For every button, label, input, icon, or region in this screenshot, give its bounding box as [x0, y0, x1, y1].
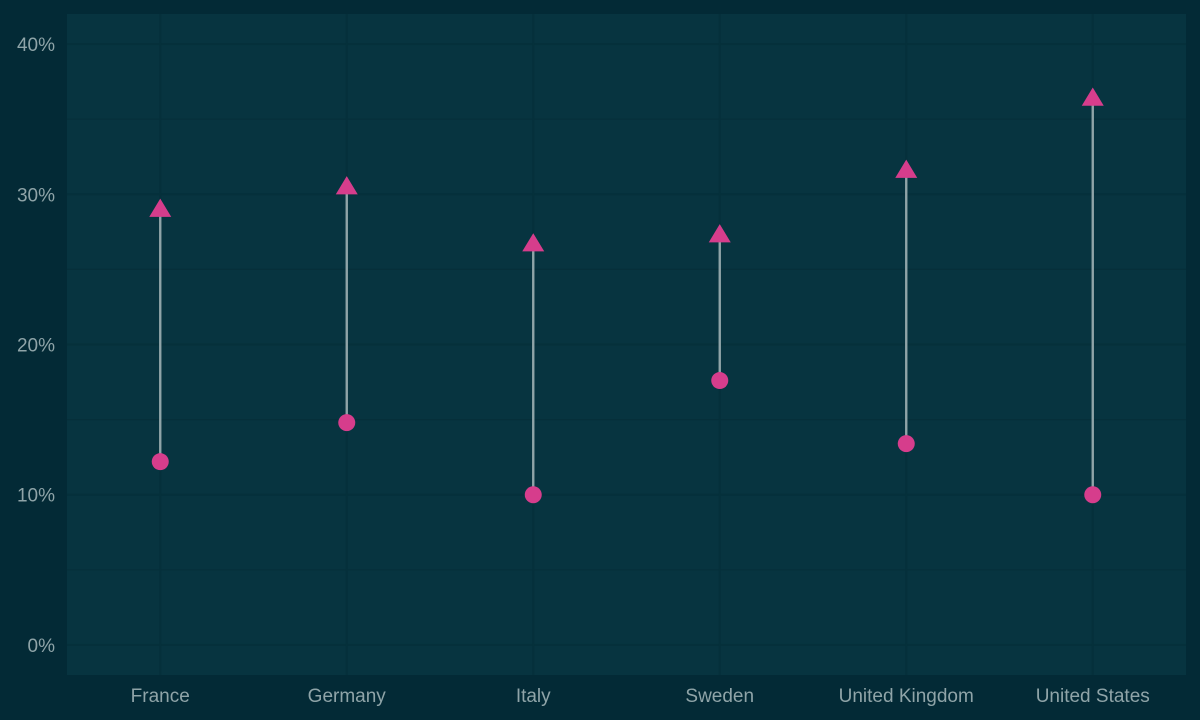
circle-point [897, 435, 915, 453]
x-axis: France Germany Italy Sweden United Kingdom Un… [131, 686, 1150, 707]
y-tick-label: 0% [28, 636, 56, 657]
x-tick-label: United Kingdom [839, 686, 974, 707]
markers [149, 87, 1104, 504]
triangle-point [708, 224, 731, 243]
x-tick-label: Sweden [685, 686, 754, 707]
x-tick-label: Germany [308, 686, 387, 707]
x-tick-label: United States [1036, 686, 1150, 707]
circle-point [1084, 486, 1102, 504]
y-tick-label: 10% [17, 486, 55, 507]
triangle-point [149, 198, 172, 217]
connectors [159, 99, 1094, 495]
y-tick-label: 30% [17, 185, 55, 206]
triangle-point [895, 159, 918, 178]
y-tick-label: 40% [17, 35, 55, 56]
y-axis: 0% 10% 20% 30% 40% [17, 35, 55, 657]
y-tick-label: 20% [17, 336, 55, 357]
triangle-point [1081, 87, 1104, 106]
x-tick-label: France [131, 686, 190, 707]
triangle-point [335, 176, 358, 195]
triangle-point [522, 233, 545, 252]
circle-point [711, 372, 729, 390]
circle-point [151, 453, 169, 471]
circle-point [338, 414, 356, 432]
circle-point [524, 486, 542, 504]
x-tick-label: Italy [516, 686, 551, 707]
